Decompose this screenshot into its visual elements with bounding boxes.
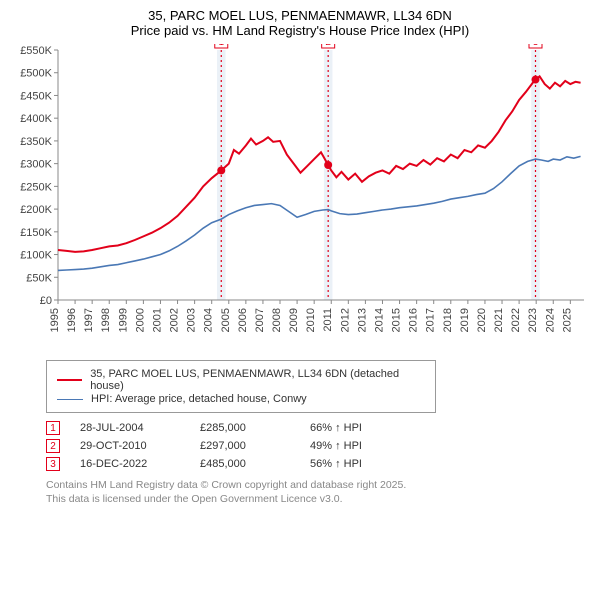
- event-badge: 1: [46, 421, 60, 435]
- event-pct: 66% ↑ HPI: [310, 422, 430, 434]
- event-pct: 49% ↑ HPI: [310, 440, 430, 452]
- series-hpi: [58, 156, 581, 270]
- svg-text:2016: 2016: [408, 308, 420, 332]
- title-line1: 35, PARC MOEL LUS, PENMAENMAWR, LL34 6DN: [10, 8, 590, 23]
- svg-text:2023: 2023: [527, 308, 539, 332]
- svg-text:2020: 2020: [476, 308, 488, 332]
- legend-swatch: [57, 379, 82, 381]
- svg-text:£100K: £100K: [20, 250, 52, 262]
- svg-text:2002: 2002: [169, 308, 181, 332]
- svg-text:£550K: £550K: [20, 45, 52, 57]
- svg-text:2007: 2007: [254, 308, 266, 332]
- svg-text:2018: 2018: [442, 308, 454, 332]
- svg-text:2021: 2021: [493, 308, 505, 332]
- svg-text:2012: 2012: [339, 308, 351, 332]
- event-pct: 56% ↑ HPI: [310, 458, 430, 470]
- svg-text:£50K: £50K: [26, 272, 52, 284]
- footer-line2: This data is licensed under the Open Gov…: [46, 493, 590, 507]
- event-date: 29-OCT-2010: [80, 440, 200, 452]
- legend-swatch: [57, 399, 83, 400]
- svg-text:£350K: £350K: [20, 136, 52, 148]
- event-badge: 3: [46, 457, 60, 471]
- event-price: £485,000: [200, 458, 310, 470]
- svg-text:2019: 2019: [459, 308, 471, 332]
- footer: Contains HM Land Registry data © Crown c…: [46, 479, 590, 506]
- legend-label: 35, PARC MOEL LUS, PENMAENMAWR, LL34 6DN…: [90, 368, 425, 392]
- event-row: 3 16-DEC-2022£485,00056% ↑ HPI: [46, 457, 590, 471]
- svg-text:2010: 2010: [305, 308, 317, 332]
- event-marker: [531, 76, 539, 84]
- svg-text:1995: 1995: [49, 308, 61, 332]
- svg-text:2001: 2001: [151, 308, 163, 332]
- svg-text:2006: 2006: [237, 308, 249, 332]
- line-chart-svg: £0 £50K £100K £150K £200K £250K £300K £350K £400…: [10, 44, 590, 354]
- event-price: £285,000: [200, 422, 310, 434]
- event-row: 1 28-JUL-2004£285,00066% ↑ HPI: [46, 421, 590, 435]
- svg-text:£200K: £200K: [20, 204, 52, 216]
- svg-text:£0: £0: [40, 295, 52, 307]
- svg-text:2009: 2009: [288, 308, 300, 332]
- event-marker: [324, 161, 332, 169]
- svg-text:1997: 1997: [83, 308, 95, 332]
- svg-text:2003: 2003: [186, 308, 198, 332]
- svg-text:2008: 2008: [271, 308, 283, 332]
- svg-text:2005: 2005: [220, 308, 232, 332]
- event-table: 1 28-JUL-2004£285,00066% ↑ HPI 2 29-OCT-201…: [46, 421, 590, 471]
- title-line2: Price paid vs. HM Land Registry's House …: [10, 23, 590, 38]
- legend-row: 35, PARC MOEL LUS, PENMAENMAWR, LL34 6DN…: [57, 368, 425, 392]
- series-price_paid: [58, 76, 581, 251]
- svg-text:£400K: £400K: [20, 113, 52, 125]
- legend-label: HPI: Average price, detached house, Conw…: [91, 393, 307, 405]
- event-date: 28-JUL-2004: [80, 422, 200, 434]
- svg-text:2013: 2013: [356, 308, 368, 332]
- svg-text:2015: 2015: [391, 308, 403, 332]
- chart: £0 £50K £100K £150K £200K £250K £300K £350K £400…: [10, 44, 590, 354]
- svg-text:1999: 1999: [117, 308, 129, 332]
- svg-text:3: 3: [533, 44, 539, 48]
- event-badge: 2: [46, 439, 60, 453]
- svg-text:1998: 1998: [100, 308, 112, 332]
- svg-text:1: 1: [218, 44, 224, 48]
- event-price: £297,000: [200, 440, 310, 452]
- event-marker: [217, 166, 225, 174]
- svg-text:2017: 2017: [425, 308, 437, 332]
- svg-text:£250K: £250K: [20, 181, 52, 193]
- svg-text:1996: 1996: [66, 308, 78, 332]
- svg-text:£150K: £150K: [20, 227, 52, 239]
- svg-text:2: 2: [325, 44, 331, 48]
- svg-text:2011: 2011: [322, 308, 334, 332]
- svg-text:£450K: £450K: [20, 90, 52, 102]
- event-date: 16-DEC-2022: [80, 458, 200, 470]
- footer-line1: Contains HM Land Registry data © Crown c…: [46, 479, 590, 493]
- svg-text:£300K: £300K: [20, 159, 52, 171]
- svg-text:2014: 2014: [373, 308, 385, 332]
- svg-text:2000: 2000: [134, 308, 146, 332]
- legend-row: HPI: Average price, detached house, Conw…: [57, 393, 425, 405]
- svg-text:2004: 2004: [203, 308, 215, 332]
- svg-text:£500K: £500K: [20, 68, 52, 80]
- svg-text:2024: 2024: [544, 308, 556, 332]
- svg-text:2025: 2025: [561, 308, 573, 332]
- legend: 35, PARC MOEL LUS, PENMAENMAWR, LL34 6DN…: [46, 360, 436, 413]
- svg-text:2022: 2022: [510, 308, 522, 332]
- event-row: 2 29-OCT-2010£297,00049% ↑ HPI: [46, 439, 590, 453]
